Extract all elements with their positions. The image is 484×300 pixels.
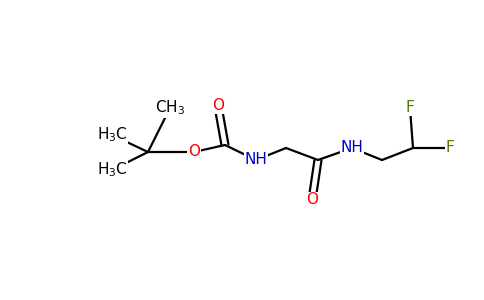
Text: CH$_3$: CH$_3$ — [155, 99, 185, 117]
Text: H$_3$C: H$_3$C — [97, 161, 127, 179]
Text: O: O — [212, 98, 224, 113]
Text: F: F — [446, 140, 454, 155]
Text: O: O — [306, 193, 318, 208]
Text: NH: NH — [341, 140, 363, 155]
Text: H$_3$C: H$_3$C — [97, 126, 127, 144]
Text: NH: NH — [244, 152, 268, 167]
Text: F: F — [406, 100, 414, 116]
Text: O: O — [188, 145, 200, 160]
